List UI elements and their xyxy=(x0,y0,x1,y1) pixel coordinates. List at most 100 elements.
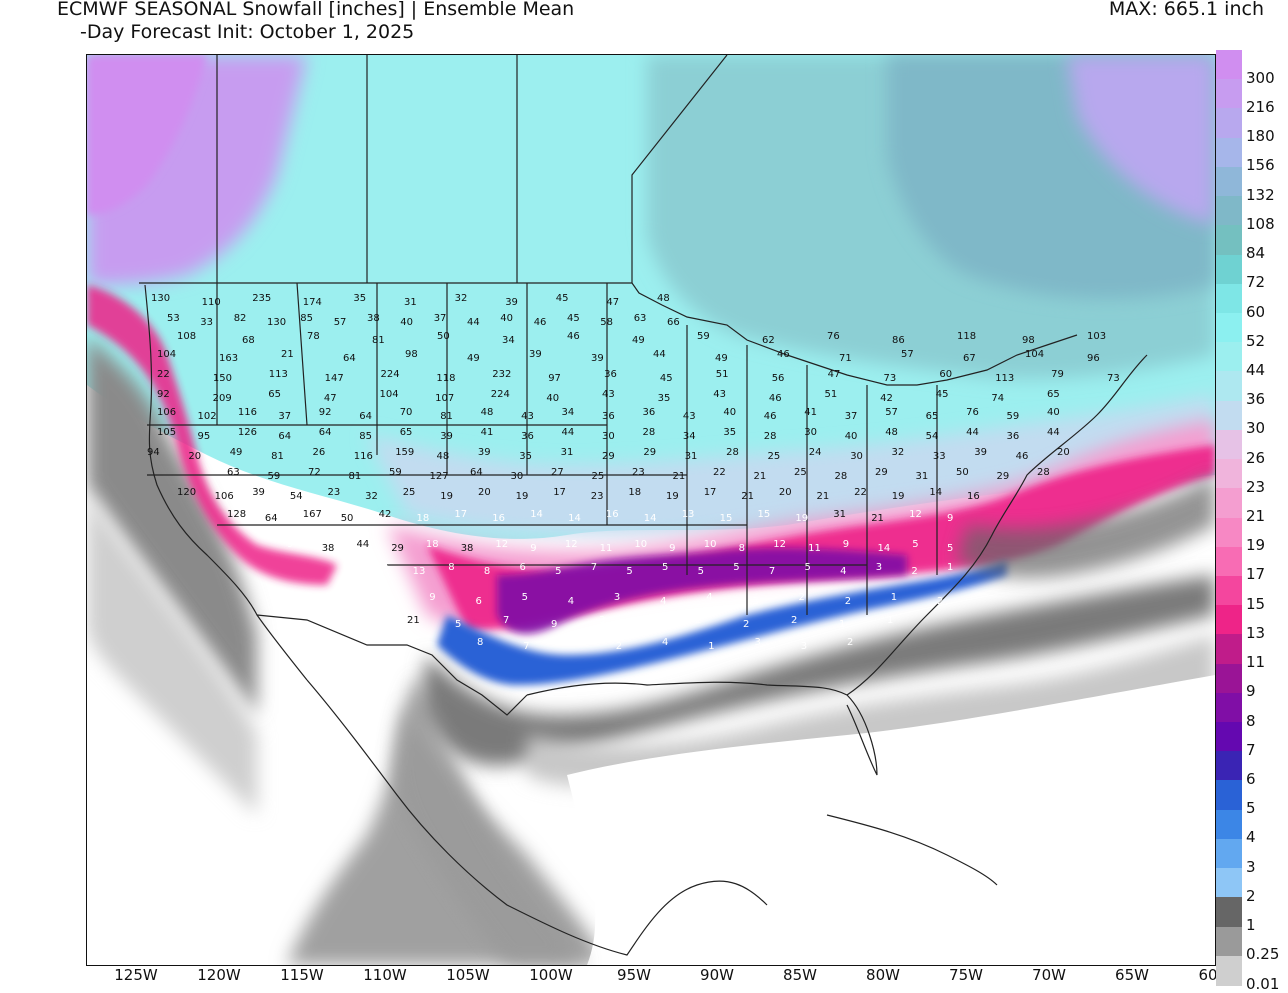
station-value: 48 xyxy=(657,293,670,304)
station-value: 21 xyxy=(281,349,294,360)
legend-label: 0.25 xyxy=(1246,945,1280,964)
station-value: 19 xyxy=(892,491,905,502)
station-value: 30 xyxy=(511,471,524,482)
legend-label: 3 xyxy=(1246,857,1256,876)
legend-swatch xyxy=(1216,926,1242,957)
legend-swatch xyxy=(1216,312,1242,343)
station-value: 54 xyxy=(926,431,939,442)
legend-label: 30 xyxy=(1246,419,1266,438)
station-value: 29 xyxy=(875,467,888,478)
station-value: 46 xyxy=(769,393,782,404)
station-value: 108 xyxy=(177,331,196,342)
station-value: 18 xyxy=(628,487,641,498)
station-value: 21 xyxy=(871,513,884,524)
station-value: 130 xyxy=(267,317,286,328)
station-value: 235 xyxy=(252,293,271,304)
legend-swatch xyxy=(1216,488,1242,518)
station-value: 174 xyxy=(303,297,322,308)
station-value: 45 xyxy=(556,293,569,304)
station-value: 53 xyxy=(167,313,180,324)
legend-label: 19 xyxy=(1246,536,1266,555)
station-value: 1 xyxy=(891,592,897,603)
station-value: 5 xyxy=(662,562,668,573)
station-value: 105 xyxy=(157,427,176,438)
station-value: 41 xyxy=(481,427,494,438)
station-value: 21 xyxy=(407,615,420,626)
station-value: 26 xyxy=(313,447,326,458)
station-value: 73 xyxy=(1107,373,1120,384)
station-value: 31 xyxy=(561,447,574,458)
station-value: 15 xyxy=(758,509,771,520)
station-value: 8 xyxy=(739,543,745,554)
legend-label: 300 xyxy=(1246,68,1275,87)
station-value: 17 xyxy=(553,487,566,498)
station-value: 59 xyxy=(697,331,710,342)
station-value: 63 xyxy=(227,467,240,478)
legend-swatch xyxy=(1216,50,1242,80)
station-value: 19 xyxy=(516,491,529,502)
station-value: 45 xyxy=(936,389,949,400)
station-value: 10 xyxy=(634,539,647,550)
station-value: 2 xyxy=(743,619,749,630)
station-value: 29 xyxy=(602,451,615,462)
station-value: 5 xyxy=(555,566,561,577)
legend-label: 26 xyxy=(1246,448,1266,467)
station-value: 64 xyxy=(343,353,356,364)
station-value: 21 xyxy=(754,471,767,482)
station-value: 57 xyxy=(885,407,898,418)
station-value: 96 xyxy=(1087,353,1100,364)
station-value: 20 xyxy=(188,451,201,462)
station-value: 31 xyxy=(685,451,698,462)
station-value: 65 xyxy=(1047,389,1060,400)
coastlines-borders xyxy=(139,55,1148,956)
station-value: 7 xyxy=(523,641,529,652)
station-value: 36 xyxy=(602,411,615,422)
station-value: 16 xyxy=(967,491,980,502)
station-value: 25 xyxy=(794,467,807,478)
station-value: 7 xyxy=(591,562,597,573)
station-value: 59 xyxy=(389,467,402,478)
station-value: 50 xyxy=(437,331,450,342)
legend-label: 44 xyxy=(1246,360,1266,379)
station-value: 14 xyxy=(929,487,942,498)
station-value: 41 xyxy=(804,407,817,418)
station-value: 62 xyxy=(762,335,775,346)
station-value: 58 xyxy=(600,317,613,328)
legend-swatch xyxy=(1216,196,1242,226)
longitude-label: 115W xyxy=(280,966,324,984)
legend-label: 21 xyxy=(1246,507,1266,526)
station-value: 40 xyxy=(546,393,559,404)
station-value: 36 xyxy=(604,369,617,380)
station-value: 128 xyxy=(227,509,246,520)
station-value: 48 xyxy=(885,427,898,438)
station-value: 40 xyxy=(500,313,513,324)
legend-label: 4 xyxy=(1246,828,1256,847)
station-value: 1 xyxy=(708,641,714,652)
station-value: 19 xyxy=(795,513,808,524)
station-value: 64 xyxy=(359,411,372,422)
station-value: 40 xyxy=(400,317,413,328)
station-value: 11 xyxy=(600,543,613,554)
station-value: 28 xyxy=(643,427,656,438)
legend-label: 180 xyxy=(1246,127,1275,146)
station-value: 130 xyxy=(151,293,170,304)
station-value: 44 xyxy=(966,427,979,438)
legend-label: 7 xyxy=(1246,740,1256,759)
station-value: 35 xyxy=(519,451,532,462)
longitude-label: 65W xyxy=(1115,966,1149,984)
station-value: 44 xyxy=(653,349,666,360)
station-value: 59 xyxy=(1007,411,1020,422)
station-value: 79 xyxy=(1051,369,1064,380)
legend-swatch xyxy=(1216,955,1242,986)
legend-swatch xyxy=(1216,254,1242,285)
station-value: 32 xyxy=(365,491,378,502)
station-value: 4 xyxy=(660,596,666,607)
station-value: 30 xyxy=(850,451,863,462)
station-value: 49 xyxy=(632,335,645,346)
station-value: 29 xyxy=(643,447,656,458)
station-value: 3 xyxy=(647,619,653,630)
station-value: 86 xyxy=(892,335,905,346)
station-value: 72 xyxy=(308,467,321,478)
longitude-label: 100W xyxy=(529,966,573,984)
map-title: ECMWF SEASONAL Snowfall [inches] | Ensem… xyxy=(57,0,575,20)
